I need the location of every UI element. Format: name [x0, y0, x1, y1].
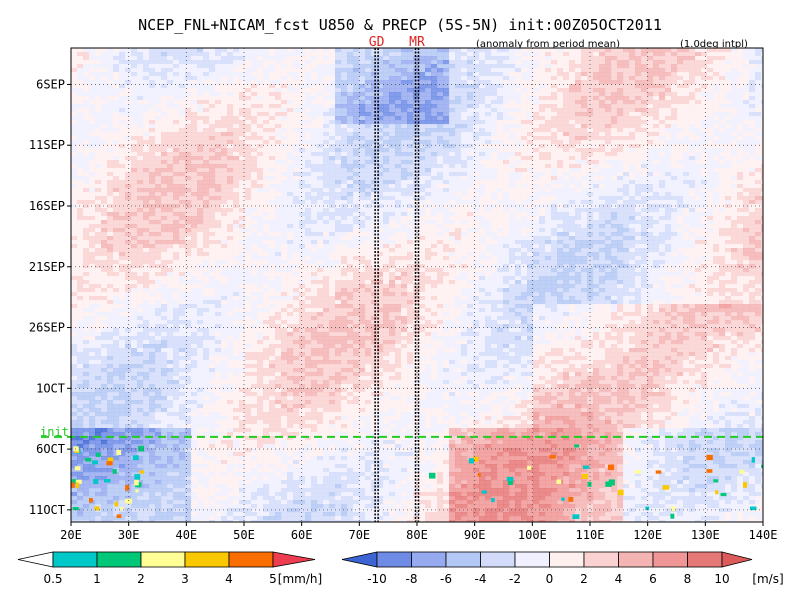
wind-tick-label: -10 [367, 572, 387, 586]
y-tick-label: 16SEP [29, 199, 65, 213]
x-axis: 20E 30E 40E 50E 60E 70E 80E 90E 100E 110E 120E 130E… [60, 522, 777, 542]
wind-swatch [652, 551, 688, 568]
wind-tick-label: -8 [406, 572, 418, 586]
precip-field [71, 444, 763, 520]
wind-colorbar: -10 -8 -6 -4 -2 0 2 4 6 8 10 [m/s] [341, 551, 784, 586]
x-tick-label: 20E [60, 528, 82, 542]
wind-swatch [445, 551, 481, 568]
wind-swatch [514, 551, 550, 568]
x-tick-label: 40E [175, 528, 197, 542]
init-label: init [40, 425, 69, 439]
wind-tick-label: 4 [615, 572, 623, 586]
wind-swatch [480, 551, 516, 568]
precip-swatch [17, 551, 54, 568]
precip-tick-label: 1 [93, 572, 101, 586]
marker-label: MR [409, 35, 425, 50]
wind-swatch [341, 551, 378, 568]
precip-tick-label: 2 [137, 572, 145, 586]
wind-swatch [687, 551, 723, 568]
wind-tick-label: -2 [509, 572, 521, 586]
chart-subtitle-anomaly: (anomaly from period mean) [476, 39, 620, 50]
precip-colorbar: 0.5 1 2 3 4 5 [mm/h] [17, 551, 322, 586]
wind-tick-label: 8 [684, 572, 692, 586]
x-tick-label: 50E [233, 528, 255, 542]
precip-swatch [52, 551, 98, 568]
x-tick-label: 110E [576, 528, 605, 542]
x-tick-label: 140E [749, 528, 778, 542]
chart-title: NCEP_FNL+NICAM_fcst U850 & PRECP (5S-5N)… [138, 16, 662, 34]
x-tick-label: 80E [406, 528, 428, 542]
x-tick-label: 130E [691, 528, 720, 542]
precip-swatch [272, 551, 316, 568]
y-tick-label: 11SEP [29, 138, 65, 152]
x-tick-label: 120E [633, 528, 662, 542]
marker-label: GD [369, 35, 385, 50]
wind-tick-label: 6 [649, 572, 657, 586]
precip-unit: [mm/h] [278, 572, 322, 586]
y-tick-label: 6SEP [36, 77, 65, 91]
precip-swatch [140, 551, 186, 568]
precip-swatch [96, 551, 142, 568]
wind-swatch [583, 551, 619, 568]
marker-labels: GD MR [369, 35, 425, 50]
precip-tick-label: 3 [181, 572, 189, 586]
x-tick-label: 100E [518, 528, 547, 542]
y-tick-label: 11OCT [29, 503, 65, 517]
x-tick-label: 30E [118, 528, 140, 542]
wind-tick-label: 2 [580, 572, 588, 586]
wind-swatch [618, 551, 654, 568]
init-line: init [40, 425, 763, 439]
x-tick-label: 70E [348, 528, 370, 542]
wind-tick-label: 0 [546, 572, 554, 586]
wind-tick-label: -6 [440, 572, 452, 586]
wind-tick-label: -4 [475, 572, 487, 586]
wind-swatch [721, 551, 753, 568]
x-tick-label: 60E [291, 528, 313, 542]
plot-grid [71, 48, 763, 522]
y-axis: 6SEP 11SEP 16SEP 21SEP 26SEP 1OCT 6OCT 11OCT [29, 77, 71, 517]
precip-swatch [184, 551, 230, 568]
y-tick-label: 21SEP [29, 260, 65, 274]
chart-subtitle-intpl: (1.0deg intpl) [680, 39, 748, 50]
wind-swatch [411, 551, 447, 568]
wind-unit: [m/s] [752, 572, 783, 586]
y-tick-label: 26SEP [29, 321, 65, 335]
y-tick-label: 6OCT [36, 442, 65, 456]
y-tick-label: 1OCT [36, 381, 65, 395]
x-tick-label: 90E [464, 528, 486, 542]
precip-tick-label: 4 [225, 572, 233, 586]
wind-tick-label: 10 [714, 572, 729, 586]
precip-swatch [228, 551, 274, 568]
precip-tick-label: 0.5 [43, 572, 62, 586]
wind-swatch [549, 551, 585, 568]
precip-tick-label: 5 [269, 572, 277, 586]
wind-swatch [376, 551, 412, 568]
